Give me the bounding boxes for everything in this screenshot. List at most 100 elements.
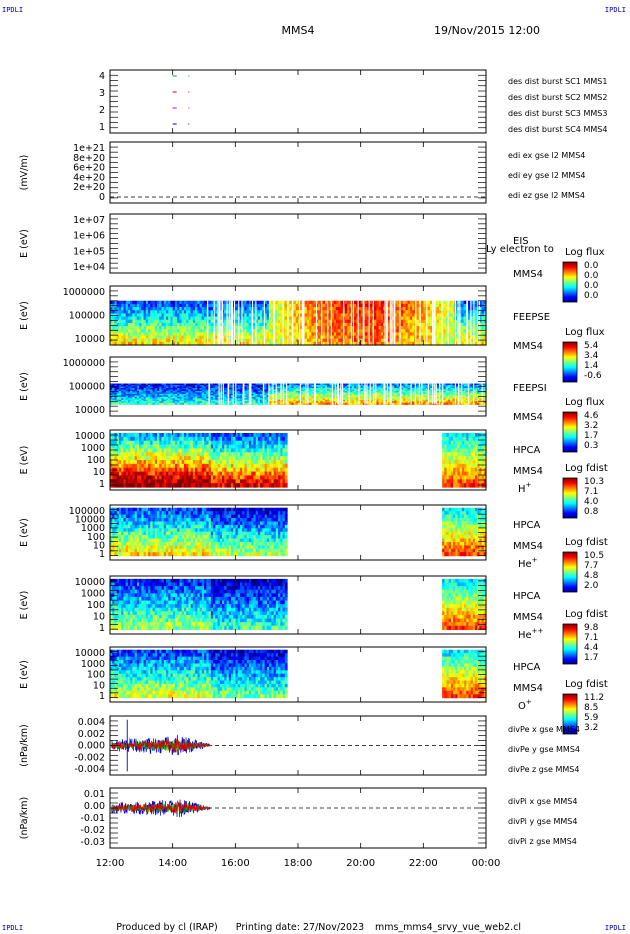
- x-tick-label: 12:00: [96, 858, 125, 869]
- corner-tag-top-right: IPDLI: [604, 6, 626, 14]
- divpe-series-3: [111, 738, 211, 753]
- divpe-ytick-label: 0.000: [78, 741, 105, 752]
- hpca_he-ytick-label: 1: [99, 549, 105, 560]
- x-tick-label: 20:00: [346, 858, 375, 869]
- edi-legend-item: edi ez gse l2 MMS4: [508, 191, 585, 200]
- feepse-colorbar-tick: 1.4: [584, 361, 599, 371]
- eis-colorbar-title: Log flux: [565, 247, 605, 258]
- hpca_h-colorbar-tick: 7.1: [584, 487, 598, 497]
- hpca_hepp-instrument-label: HPCA: [513, 591, 541, 602]
- edi-ytick-label: 0: [99, 192, 105, 203]
- hpca_hepp-colorbar-tick: 1.7: [584, 653, 598, 663]
- hpca_he-ytick-label: 1000: [81, 523, 105, 534]
- hpca_he-colorbar-tick: 10.5: [584, 551, 604, 561]
- feepse-ytick-label: 1000000: [63, 287, 105, 298]
- divpe-ytick-label: -0.004: [74, 764, 105, 775]
- feepsi-colorbar-title: Log flux: [565, 397, 605, 408]
- eis-colorbar-tick: 0.0: [584, 291, 599, 301]
- divpi-ytick-label: -0.03: [80, 837, 105, 848]
- eis-overlay-text: Ly electron to: [486, 244, 554, 255]
- divpe-ylabel: (nPa/km): [19, 724, 30, 767]
- date-time-title: 19/Nov/2015 12:00: [434, 24, 540, 37]
- eis-spacecraft-label: MMS4: [513, 269, 543, 280]
- hpca_he-colorbar-tick: 4.8: [584, 571, 599, 581]
- hpca_o-ylabel: E (eV): [19, 660, 30, 689]
- hpca_o-colorbar-tick: 11.2: [584, 693, 604, 703]
- feepse-instrument-label: FEEPSE: [513, 312, 550, 323]
- hpca_o-spectrogram: [110, 649, 487, 699]
- panel-eis: 1e+07 1e+06 1e+05 1e+04 E (eV) EIS MMS4 Ly elec…: [19, 213, 605, 303]
- burst-legend-item: des dist burst SC2 MMS2: [508, 93, 607, 102]
- divpi-legend-item: divPi y gse MMS4: [508, 817, 577, 826]
- hpca_o-spacecraft-label: MMS4: [513, 683, 543, 694]
- hpca_hepp-ytick-label: 10000: [75, 577, 105, 588]
- footer-filename: mms_mms4_srvy_vue_web2.cl: [375, 922, 521, 933]
- edi-ytick-label: 2e+20: [73, 182, 105, 193]
- hpca_h-ylabel: E (eV): [19, 446, 30, 475]
- hpca_o-colorbar-title: Log fdist: [565, 679, 608, 690]
- hpca_he-colorbar-tick: 7.7: [584, 561, 598, 571]
- burst-legend-item: des dist burst SC1 MMS1: [508, 77, 607, 86]
- feepsi-ylabel: E (eV): [19, 372, 30, 401]
- edi-legend-item: edi ey gse l2 MMS4: [508, 171, 586, 180]
- feepse-spectrogram: [110, 300, 487, 346]
- burst-frame: [109, 69, 487, 134]
- divpi-ytick-label: -0.02: [80, 825, 105, 836]
- hpca_he-colorbar-title: Log fdist: [565, 537, 608, 548]
- divpe-ytick-label: 0.002: [78, 729, 105, 740]
- corner-tag-bottom-left: IPDLI: [2, 924, 24, 932]
- feepse-colorbar-tick: 5.4: [584, 341, 599, 351]
- hpca_hepp-ytick-label: 100: [87, 600, 105, 611]
- divpi-legend-item: divPi z gse MMS4: [508, 837, 577, 846]
- hpca_o-colorbar-tick: 5.9: [584, 713, 599, 723]
- burst-ytick-label: 1: [99, 122, 105, 133]
- hpca_hepp-colorbar: [562, 623, 578, 665]
- feepse-colorbar-tick: 3.4: [584, 351, 599, 361]
- hpca_o-instrument-label: HPCA: [513, 662, 541, 673]
- hpca_he-instrument-label: HPCA: [513, 520, 541, 531]
- hpca_o-ytick-label: 100: [87, 670, 105, 681]
- hpca_hepp-colorbar-title: Log fdist: [565, 609, 608, 620]
- eis-ylabel: E (eV): [19, 229, 30, 258]
- eis-ytick-label: 1e+07: [73, 215, 105, 226]
- corner-tag-bottom-right: IPDLI: [604, 924, 626, 932]
- burst-legend-item: des dist burst SC3 MMS3: [508, 109, 607, 118]
- spacecraft-title: MMS4: [282, 24, 315, 37]
- hpca_hepp-colorbar-tick: 4.4: [584, 643, 599, 653]
- hpca_he-spacecraft-label: MMS4: [513, 541, 543, 552]
- x-tick-label: 22:00: [409, 858, 438, 869]
- hpca_h-ytick-label: 10000: [75, 431, 105, 442]
- hpca_o-ytick-label: 1000: [81, 659, 105, 670]
- hpca_he-ytick-label: 100: [87, 532, 105, 543]
- hpca_he-colorbar-tick: 2.0: [584, 581, 599, 591]
- eis-frame: [109, 213, 487, 274]
- divpe-legend-item: divPe x gse MMS4: [508, 725, 580, 734]
- feepse-ylabel: E (eV): [19, 301, 30, 330]
- hpca_o-ytick-label: 1: [99, 691, 105, 702]
- feepsi-colorbar-tick: 0.3: [584, 441, 598, 451]
- x-tick-label: 16:00: [221, 858, 250, 869]
- eis-colorbar-tick: 0.0: [584, 281, 599, 291]
- feepsi-ytick-label: 1000000: [63, 358, 105, 369]
- hpca_hepp-ytick-label: 1: [99, 623, 105, 634]
- divpi-series-3: [111, 802, 211, 814]
- hpca_h-ytick-label: 1: [99, 479, 105, 490]
- x-tick-label: 18:00: [284, 858, 313, 869]
- footer-printing-date: Printing date: 27/Nov/2023: [236, 922, 364, 933]
- feepse-ytick-label: 100000: [69, 311, 105, 322]
- hpca_he-ytick-label: 10: [93, 540, 105, 551]
- hpca_h-colorbar-title: Log fdist: [565, 463, 608, 474]
- divpi-frame: [109, 787, 487, 849]
- hpca_hepp-ytick-label: 10: [93, 612, 105, 623]
- feepsi-spectrogram: [110, 383, 487, 405]
- hpca_h-colorbar-tick: 4.0: [584, 497, 599, 507]
- panel-feepse: 1000000 100000 10000 E (eV) FEEPSE MMS4 Log fl…: [19, 285, 605, 383]
- hpca_hepp-colorbar-tick: 9.8: [584, 623, 599, 633]
- hpca_o-colorbar: [562, 693, 578, 735]
- feepsi-colorbar: [562, 411, 578, 453]
- divpi-ylabel: (nPa/km): [19, 797, 30, 840]
- hpca_hepp-ylabel: E (eV): [19, 591, 30, 620]
